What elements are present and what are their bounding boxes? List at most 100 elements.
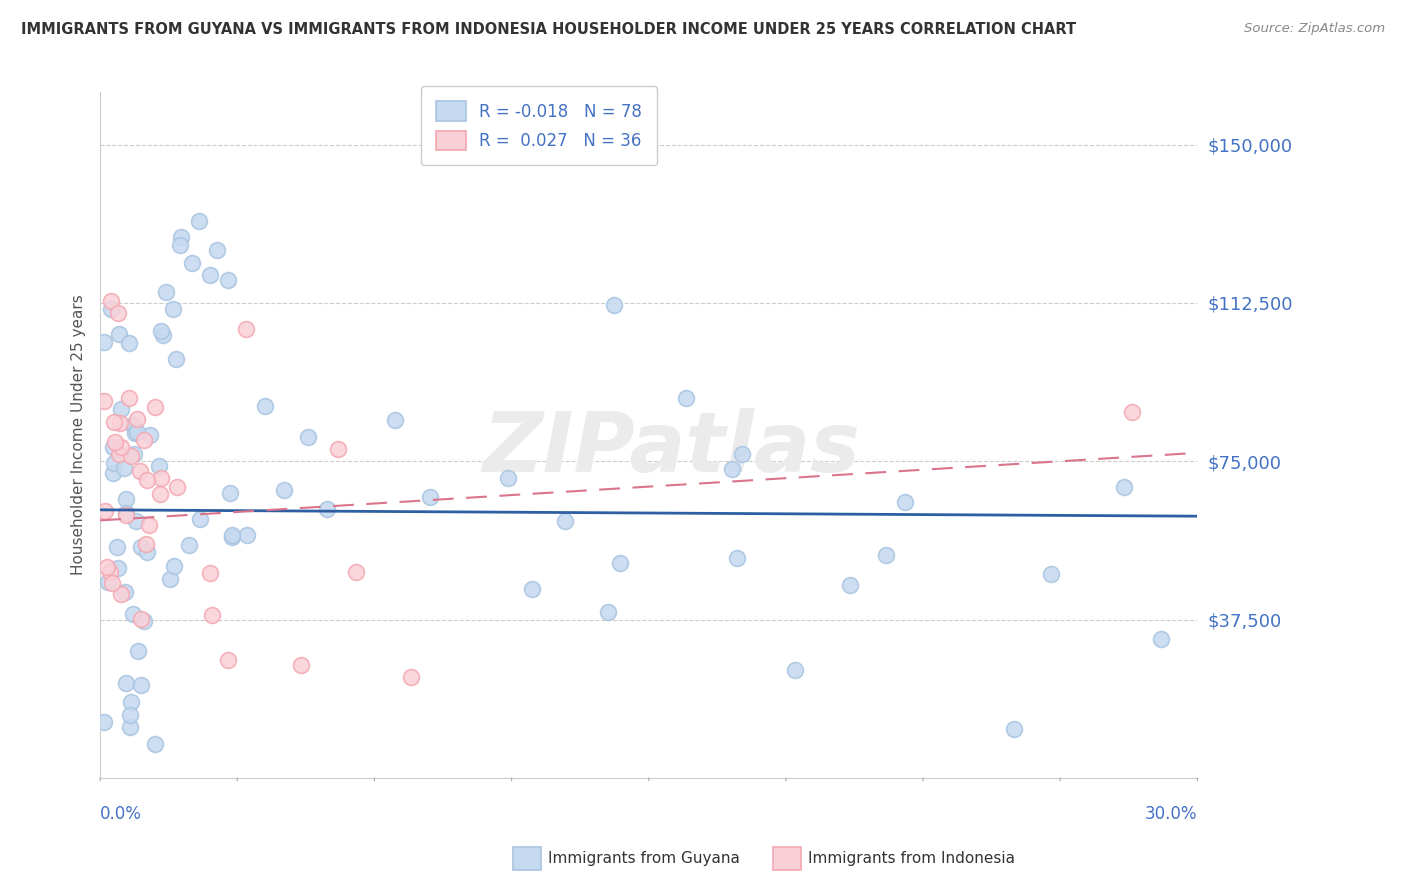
Text: IMMIGRANTS FROM GUYANA VS IMMIGRANTS FROM INDONESIA HOUSEHOLDER INCOME UNDER 25 : IMMIGRANTS FROM GUYANA VS IMMIGRANTS FRO…	[21, 22, 1076, 37]
Point	[110, 440, 132, 454]
Point	[105, 541, 128, 555]
Point	[384, 412, 406, 426]
Point	[110, 587, 132, 601]
Point	[98, 565, 121, 579]
Point	[135, 537, 157, 551]
Point	[136, 474, 159, 488]
Point	[103, 456, 125, 470]
Point	[290, 657, 312, 672]
Text: ZIPatlas: ZIPatlas	[482, 409, 859, 489]
Point	[219, 486, 242, 500]
Point	[315, 502, 337, 516]
Point	[128, 464, 150, 478]
Point	[100, 576, 122, 591]
Point	[143, 401, 166, 415]
Point	[114, 584, 136, 599]
Point	[139, 427, 162, 442]
Point	[1004, 722, 1026, 736]
Point	[187, 213, 209, 227]
Text: Immigrants from Guyana: Immigrants from Guyana	[548, 852, 740, 866]
Point	[100, 293, 122, 308]
Point	[132, 614, 155, 628]
Point	[326, 442, 349, 456]
Point	[120, 720, 142, 734]
Point	[783, 663, 806, 677]
Point	[93, 393, 115, 408]
Point	[894, 494, 917, 508]
Point	[155, 285, 177, 300]
Point	[1121, 405, 1143, 419]
Point	[188, 511, 211, 525]
Point	[97, 574, 120, 589]
Point	[419, 490, 441, 504]
Point	[135, 545, 157, 559]
Point	[132, 433, 155, 447]
Point	[297, 429, 319, 443]
Point	[253, 399, 276, 413]
Point	[721, 462, 744, 476]
Point	[125, 514, 148, 528]
Point	[1150, 632, 1173, 647]
Point	[201, 608, 224, 623]
Point	[110, 402, 132, 417]
Point	[112, 460, 135, 475]
Point	[596, 605, 619, 619]
Point	[235, 322, 257, 336]
Point	[163, 559, 186, 574]
Point	[107, 327, 129, 342]
Point	[122, 447, 145, 461]
Point	[675, 391, 697, 405]
Point	[120, 449, 142, 463]
Text: 0.0%: 0.0%	[100, 805, 142, 823]
Point	[120, 695, 142, 709]
Point	[107, 306, 129, 320]
Point	[522, 582, 544, 596]
Point	[152, 327, 174, 342]
Point	[344, 565, 367, 579]
Point	[554, 514, 576, 528]
Point	[205, 243, 228, 257]
Point	[114, 675, 136, 690]
Point	[165, 351, 187, 366]
Point	[122, 607, 145, 622]
Point	[124, 425, 146, 440]
Point	[118, 336, 141, 351]
Point	[217, 273, 239, 287]
Point	[118, 391, 141, 405]
Text: 30.0%: 30.0%	[1144, 805, 1198, 823]
Point	[127, 644, 149, 658]
Point	[603, 298, 626, 312]
Point	[179, 538, 201, 552]
Point	[149, 324, 172, 338]
Point	[496, 471, 519, 485]
Point	[104, 434, 127, 449]
Point	[875, 548, 897, 562]
Point	[107, 561, 129, 575]
Point	[399, 670, 422, 684]
Point	[273, 483, 295, 498]
Point	[103, 415, 125, 429]
Point	[148, 458, 170, 473]
Point	[125, 412, 148, 426]
Point	[114, 507, 136, 521]
Point	[1040, 566, 1063, 581]
Point	[103, 466, 125, 480]
Point	[221, 528, 243, 542]
Point	[217, 653, 239, 667]
Point	[609, 556, 631, 570]
Point	[198, 268, 221, 283]
Point	[108, 447, 131, 461]
Point	[159, 572, 181, 586]
Point	[138, 518, 160, 533]
Point	[118, 707, 141, 722]
Point	[93, 334, 115, 349]
Point	[93, 715, 115, 730]
Point	[100, 301, 122, 316]
Point	[96, 559, 118, 574]
Point	[166, 480, 188, 494]
Point	[180, 256, 202, 270]
Y-axis label: Householder Income Under 25 years: Householder Income Under 25 years	[72, 294, 86, 575]
Point	[838, 578, 860, 592]
Point	[127, 425, 149, 439]
Text: Source: ZipAtlas.com: Source: ZipAtlas.com	[1244, 22, 1385, 36]
